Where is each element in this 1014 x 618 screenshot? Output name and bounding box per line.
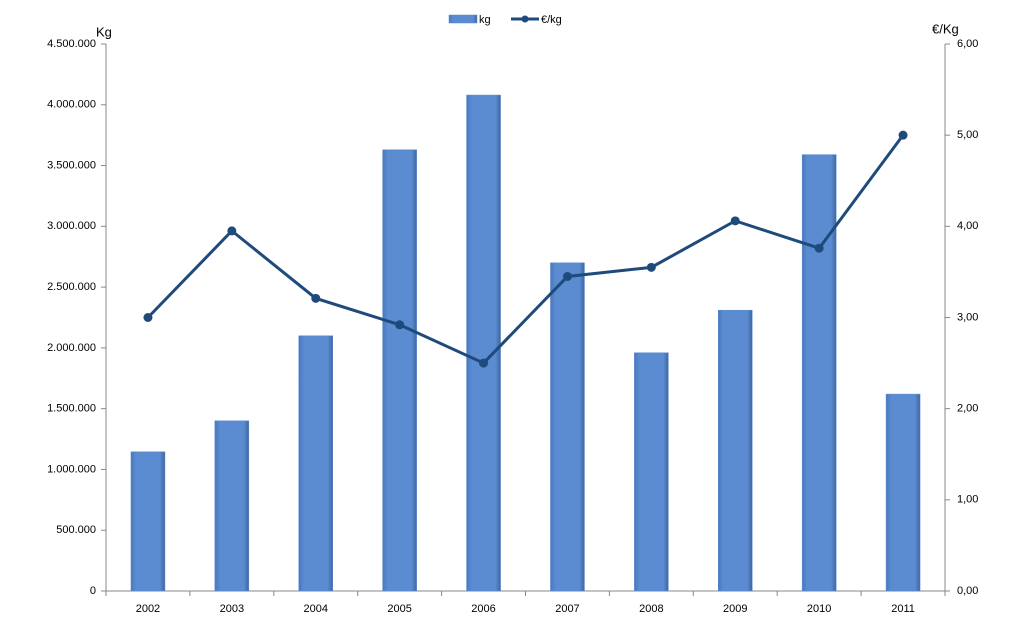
x-tick-label: 2002 (136, 603, 160, 615)
legend-swatch (448, 14, 478, 24)
y2-tick-label: 4,00 (957, 220, 978, 232)
bar (214, 420, 250, 592)
marker (227, 226, 237, 236)
y-axis-title: Kg (96, 24, 112, 39)
bar (801, 154, 837, 592)
bar (718, 309, 753, 592)
y2-tick-label: 0,00 (957, 585, 978, 597)
x-tick-label: 2003 (220, 603, 244, 615)
marker (646, 262, 656, 272)
y-tick-label: 0 (90, 585, 96, 597)
legend-label: €/kg (541, 14, 562, 26)
marker (311, 293, 321, 303)
marker (814, 243, 824, 253)
y2-tick-label: 3,00 (957, 311, 978, 323)
line (146, 134, 905, 365)
x-tick-label: 2007 (555, 603, 579, 615)
bar (466, 94, 501, 592)
y2-tick-label: 2,00 (957, 403, 978, 415)
marker (143, 313, 153, 322)
y-tick-label: 4.000.000 (47, 99, 96, 111)
y2-tick-label: 1,00 (957, 494, 978, 506)
marker (562, 271, 572, 281)
bar (634, 352, 669, 592)
x-tick-label: 2006 (471, 603, 495, 615)
y2-tick-label: 5,00 (957, 129, 978, 141)
y-tick-label: 500.000 (56, 524, 96, 536)
bar (130, 451, 166, 592)
y-tick-label: 1.000.000 (47, 463, 96, 475)
bar (298, 335, 333, 592)
x-tick-label: 2004 (304, 603, 328, 615)
x-tick-label: 2011 (891, 603, 915, 615)
y-tick-label: 3.000.000 (47, 220, 96, 232)
y-tick-label: 2.000.000 (47, 342, 96, 354)
y-tick-label: 1.500.000 (47, 403, 96, 415)
marker (898, 130, 908, 140)
legend-marker (521, 15, 529, 23)
x-tick-label: 2005 (387, 603, 411, 615)
x-tick-label: 2009 (723, 603, 747, 615)
x-tick-label: 2008 (639, 603, 663, 615)
y2-tick-label: 6,00 (957, 38, 978, 50)
bar (550, 262, 585, 592)
marker (395, 320, 405, 330)
y-tick-label: 2.500.000 (47, 281, 96, 293)
bar (885, 393, 921, 592)
y-tick-label: 4.500.000 (47, 38, 96, 50)
legend-label: kg (479, 14, 491, 26)
marker (730, 216, 740, 226)
y-tick-label: 3.500.000 (47, 159, 96, 171)
bar (382, 149, 417, 592)
y2-axis-title: €/Kg (932, 21, 959, 36)
x-tick-label: 2010 (807, 603, 831, 615)
marker (479, 358, 489, 368)
